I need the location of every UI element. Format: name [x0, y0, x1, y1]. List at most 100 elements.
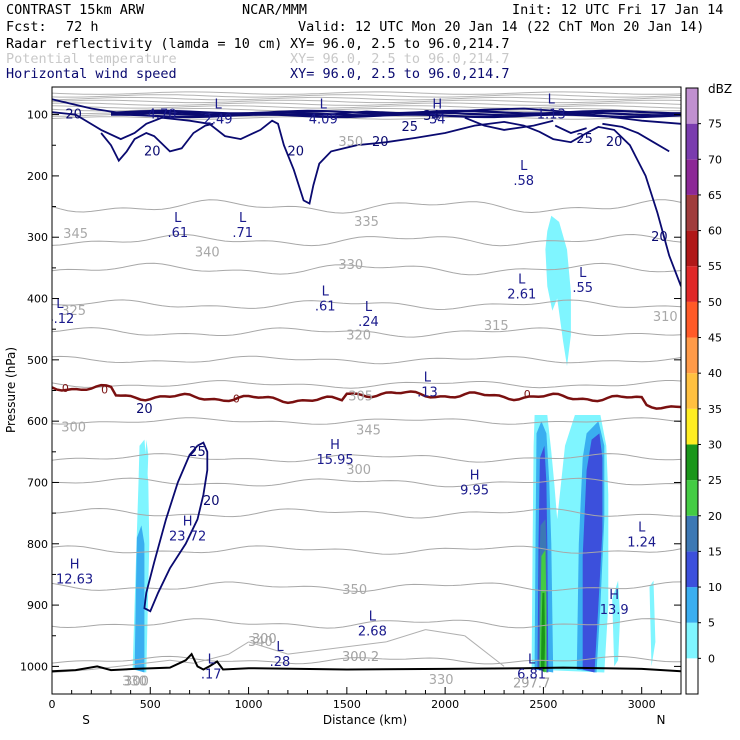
y-tick-label: 900 [27, 599, 48, 612]
theta-contour-label: 330 [122, 675, 147, 690]
colorbar-swatch [686, 515, 698, 552]
extremum-value: 1.24 [627, 536, 656, 551]
theta-contour-upper [52, 96, 681, 101]
extremum-marker: L [365, 300, 373, 315]
theta-contour-label: 300 [61, 420, 86, 435]
zero-isotherm-label: 0 [233, 392, 240, 405]
surface-theta-label: 300.2 [342, 650, 379, 665]
theta-contour [52, 655, 681, 665]
field-name-theta: Potential temperature [6, 51, 177, 67]
extremum-marker: L [638, 521, 646, 536]
colorbar-tick-label: 0 [708, 652, 715, 665]
extremum-value: 1.13 [537, 108, 566, 123]
colorbar-swatch [686, 658, 698, 694]
theta-contour [52, 380, 681, 389]
surface-theta-label: 300 [124, 675, 149, 690]
theta-contour-label: 320 [346, 328, 371, 343]
y-axis-label: Pressure (hPa) [4, 347, 18, 433]
theta-contour-label: 305 [348, 390, 373, 405]
extremum-marker: L [322, 285, 330, 300]
y-tick-label: 200 [27, 170, 48, 183]
theta-contour [52, 233, 681, 247]
colorbar-tick-label: 65 [708, 189, 722, 202]
wind-contour-label: 20 [651, 230, 668, 245]
reflectivity-area [582, 433, 603, 673]
field-name-wind: Horizontal wind speed [6, 66, 177, 82]
center-title: NCAR/MMM [242, 2, 307, 18]
x-tick-label: 3000 [628, 698, 656, 711]
wind-contour-label: 20 [372, 135, 389, 150]
reflectivity-area [145, 439, 149, 483]
wind-contour-label: 20 [65, 108, 82, 123]
colorbar-tick-label: 20 [708, 510, 722, 523]
x-tick-label: 0 [49, 698, 56, 711]
theta-contour [52, 417, 681, 425]
theta-contour-low [386, 629, 426, 643]
wind-contour-label: 20 [136, 402, 153, 417]
theta-contour-upper [52, 94, 681, 98]
colorbar-swatch [686, 587, 698, 623]
fcst-label: Fcst: [6, 19, 47, 35]
extremum-value: .17 [201, 667, 222, 682]
extremum-marker: L [518, 272, 526, 287]
wind-contour-label: 20 [287, 144, 304, 159]
y-tick-label: 100 [27, 109, 48, 122]
extremum-value: 23.72 [169, 530, 206, 545]
extremum-marker: H [183, 515, 193, 530]
wind-contour-label: 25 [189, 445, 206, 460]
colorbar-tick-label: 25 [708, 474, 722, 487]
extremum-marker: L [276, 640, 284, 655]
terrain-line [52, 652, 681, 673]
extremum-marker: L [548, 93, 556, 108]
wind-speed-contour [143, 441, 209, 613]
y-tick-label: 800 [27, 538, 48, 551]
theta-contour-label: 300 [346, 463, 371, 478]
theta-contour-label: 330 [429, 673, 454, 688]
colorbar-swatch [686, 194, 698, 231]
theta-contour-low [248, 641, 289, 655]
y-tick-label: 300 [27, 231, 48, 244]
colorbar-tick-label: 50 [708, 296, 722, 309]
colorbar-tick-label: 30 [708, 438, 722, 451]
theta-contour-low [425, 629, 465, 637]
wind-speed-contour [602, 122, 670, 153]
y-tick-label: 600 [27, 415, 48, 428]
theta-contour-label: 315 [484, 319, 509, 334]
extremum-value: .61 [167, 226, 188, 241]
extremum-marker: L [56, 297, 64, 312]
surface-theta-label: 297.7 [513, 677, 550, 692]
extremum-value: 12.63 [56, 572, 93, 587]
colorbar-swatch [686, 230, 698, 267]
theta-contour-label: 345 [356, 423, 381, 438]
y-tick-label: 1000 [20, 660, 48, 673]
colorbar-frame [685, 87, 699, 695]
extremum-value: .55 [572, 281, 593, 296]
theta-contour [52, 507, 681, 519]
theta-contour-low [464, 635, 505, 667]
extremum-value: 6.81 [517, 667, 546, 682]
colorbar-tick-label: 15 [708, 545, 722, 558]
extremum-marker: H [70, 557, 80, 572]
colorbar-tick-label: 35 [708, 403, 722, 416]
colorbar-swatch [686, 301, 698, 338]
colorbar-swatch [686, 88, 698, 124]
extremum-marker: L [579, 266, 587, 281]
theta-contour-label: 340 [248, 635, 273, 650]
wind-contour-label: 20 [144, 144, 161, 159]
colorbar-tick-label: 70 [708, 153, 722, 166]
zero-isotherm-label: 0 [524, 388, 531, 401]
theta-contour [52, 453, 681, 463]
wind-contour-label: 20 [203, 494, 220, 509]
extremum-marker: L [320, 98, 328, 113]
extremum-value: 13.9 [600, 603, 629, 618]
y-tick-label: 500 [27, 354, 48, 367]
theta-contour-label: 310 [653, 310, 678, 325]
theta-contour-upper [52, 91, 681, 95]
extremum-value: 2.49 [204, 113, 233, 128]
extremum-marker: L [369, 610, 377, 625]
wind-contour-label: 20 [606, 135, 623, 150]
theta-contour [52, 299, 681, 311]
extremum-value: .71 [232, 226, 253, 241]
extremum-value: 2.68 [358, 625, 387, 640]
